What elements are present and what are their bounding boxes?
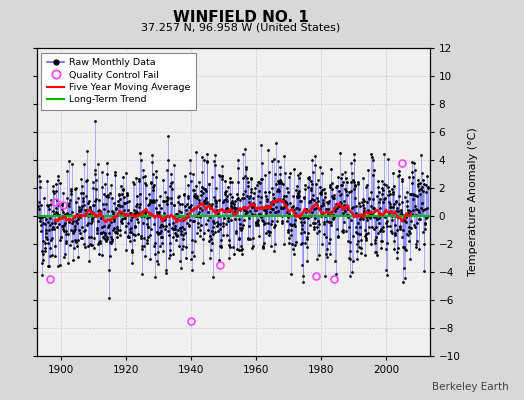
- Text: 37.257 N, 96.958 W (United States): 37.257 N, 96.958 W (United States): [141, 22, 341, 32]
- Text: WINFIELD NO. 1: WINFIELD NO. 1: [173, 10, 309, 25]
- Legend: Raw Monthly Data, Quality Control Fail, Five Year Moving Average, Long-Term Tren: Raw Monthly Data, Quality Control Fail, …: [41, 53, 196, 110]
- Y-axis label: Temperature Anomaly (°C): Temperature Anomaly (°C): [467, 128, 477, 276]
- Text: Berkeley Earth: Berkeley Earth: [432, 382, 508, 392]
